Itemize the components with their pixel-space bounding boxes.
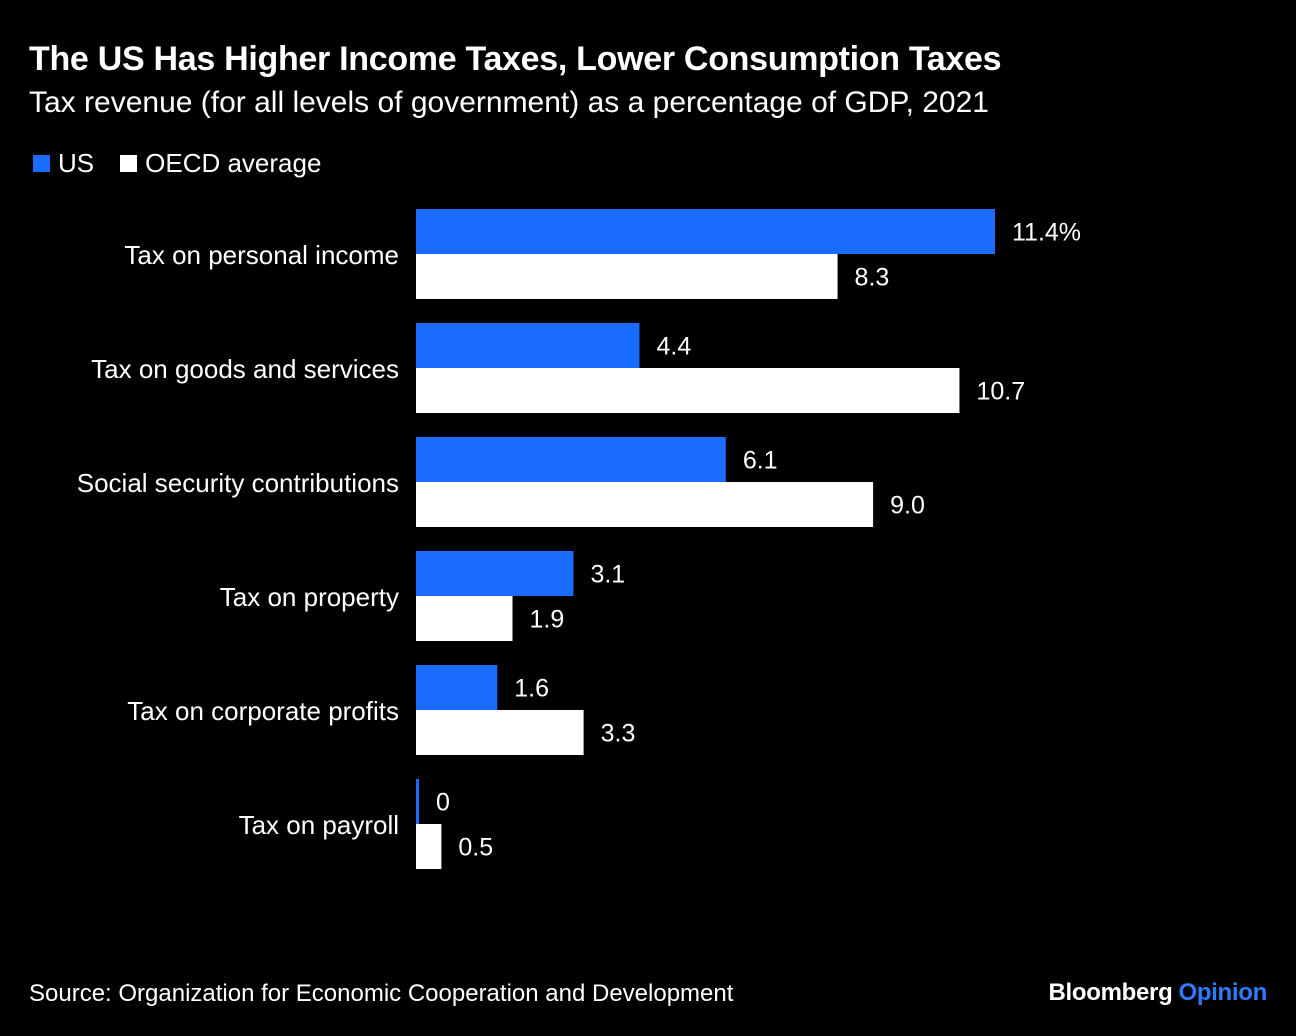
category-label: Tax on goods and services (91, 354, 399, 384)
bar-us (416, 665, 498, 710)
category-label: Tax on corporate profits (127, 696, 399, 726)
legend-label-oecd: OECD average (145, 148, 322, 178)
bar-us (416, 437, 726, 482)
legend-item-us: US (33, 148, 94, 179)
chart-subtitle: Tax revenue (for all levels of governmen… (29, 86, 989, 119)
bar-chart: Tax on personal income 11.4% 8.3 Tax on goo… (77, 209, 1081, 869)
legend-item-oecd: OECD average (120, 148, 321, 179)
legend-swatch-us (33, 155, 50, 172)
bar-oecd (416, 824, 442, 869)
category-label: Tax on property (220, 582, 399, 612)
data-label: 11.4% (1012, 219, 1081, 247)
bar-us (416, 323, 640, 368)
data-label: 9.0 (890, 492, 925, 520)
data-label: 10.7 (976, 378, 1025, 406)
bar-oecd (416, 368, 960, 413)
bar-us (416, 779, 419, 824)
bar-oecd (416, 482, 874, 527)
brand-logo: Bloomberg Opinion (1048, 979, 1267, 1007)
bar-oecd (416, 596, 513, 641)
bar-us (416, 209, 995, 254)
data-label: 6.1 (743, 447, 778, 475)
data-label: 1.6 (514, 675, 549, 703)
bar-us (416, 551, 574, 596)
legend-label-us: US (58, 148, 95, 178)
category-label: Tax on personal income (124, 240, 399, 270)
brand-accent: Opinion (1178, 979, 1267, 1006)
legend-swatch-oecd (120, 155, 138, 172)
brand-main: Bloomberg (1048, 979, 1173, 1006)
bar-oecd (416, 710, 584, 755)
data-label: 0.5 (458, 834, 493, 862)
bar-oecd (416, 254, 838, 299)
data-label: 3.1 (590, 561, 625, 589)
data-label: 4.4 (656, 333, 691, 361)
chart-title: The US Has Higher Income Taxes, Lower Co… (29, 40, 1002, 78)
category-label: Social security contributions (77, 468, 399, 498)
category-label: Tax on payroll (239, 810, 399, 840)
data-label: 0 (436, 789, 450, 817)
data-label: 3.3 (601, 720, 636, 748)
data-label: 1.9 (530, 606, 565, 634)
legend: US OECD average (33, 148, 347, 179)
source-note: Source: Organization for Economic Cooper… (29, 980, 734, 1007)
data-label: 8.3 (855, 264, 890, 292)
